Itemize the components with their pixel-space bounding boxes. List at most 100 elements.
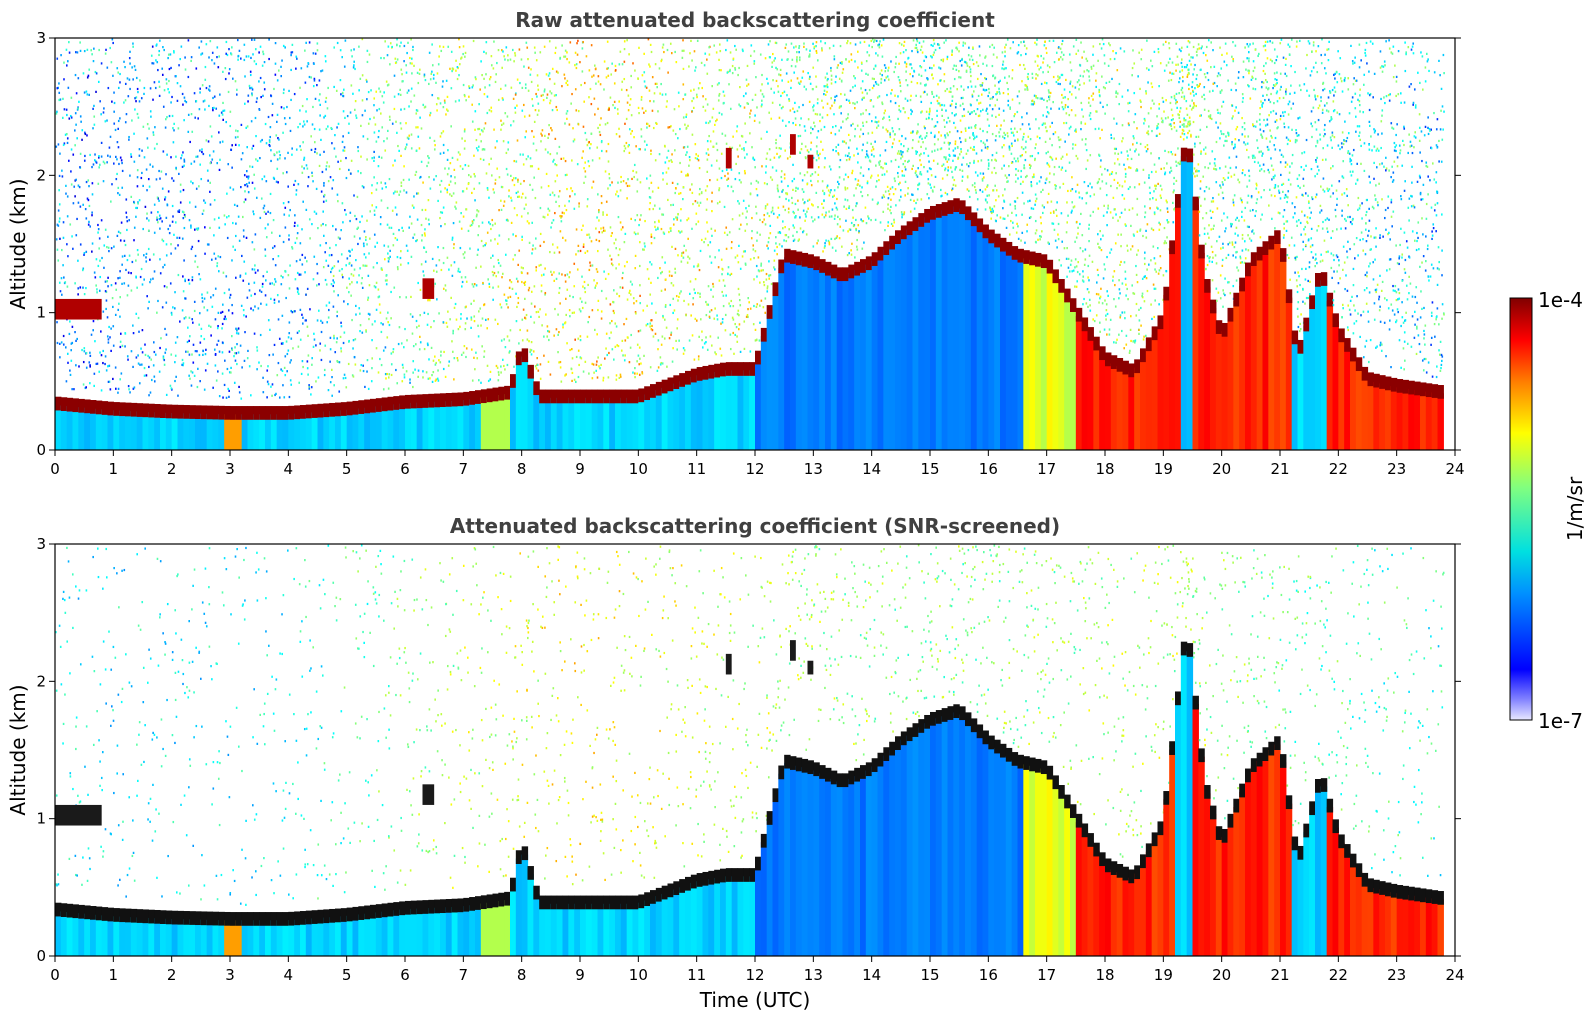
signal-speckle (56, 321, 58, 323)
signal-speckle (717, 149, 719, 151)
signal-speckle (605, 170, 607, 172)
signal-speckle (609, 255, 611, 257)
signal-speckle (325, 168, 327, 170)
signal-speckle (224, 292, 226, 294)
signal-speckle (683, 83, 685, 85)
signal-speckle (281, 59, 283, 61)
signal-speckle (347, 115, 349, 117)
signal-speckle (463, 216, 465, 218)
boundary-layer-cell (475, 398, 481, 450)
signal-speckle (484, 93, 486, 95)
signal-speckle (306, 209, 308, 211)
signal-speckle (184, 215, 186, 217)
signal-speckle (446, 189, 448, 191)
signal-speckle (685, 154, 687, 156)
signal-speckle (134, 386, 136, 388)
signal-speckle (772, 102, 774, 104)
signal-speckle (761, 138, 763, 140)
signal-speckle (496, 62, 498, 64)
signal-speckle (411, 133, 413, 135)
signal-speckle (550, 373, 552, 375)
signal-speckle (110, 200, 112, 202)
signal-speckle (659, 208, 661, 210)
signal-speckle (345, 264, 347, 266)
signal-speckle (655, 63, 657, 65)
signal-speckle (158, 170, 160, 172)
signal-speckle (773, 92, 775, 94)
signal-speckle (631, 114, 633, 116)
layer-top-band (726, 362, 732, 376)
signal-speckle (595, 227, 597, 229)
signal-speckle (353, 194, 355, 196)
signal-speckle (582, 47, 584, 49)
signal-speckle (686, 219, 688, 221)
signal-speckle (633, 136, 635, 138)
signal-speckle (257, 349, 259, 351)
signal-speckle (419, 314, 421, 316)
signal-speckle (368, 91, 370, 93)
signal-speckle (295, 242, 297, 244)
signal-speckle (343, 342, 345, 344)
signal-speckle (737, 310, 739, 312)
signal-speckle (689, 159, 691, 161)
signal-speckle (866, 121, 868, 123)
signal-speckle (141, 150, 143, 152)
signal-speckle (282, 315, 284, 317)
signal-speckle (284, 207, 286, 209)
signal-speckle (340, 350, 342, 352)
signal-speckle (724, 95, 726, 97)
signal-speckle (853, 194, 855, 196)
signal-speckle (596, 268, 598, 270)
layer-top-band (148, 404, 154, 418)
signal-speckle (315, 344, 317, 346)
signal-speckle (99, 237, 101, 239)
signal-speckle (108, 341, 110, 343)
signal-speckle (636, 300, 638, 302)
signal-speckle (506, 46, 508, 48)
signal-speckle (284, 157, 286, 159)
signal-speckle (507, 364, 509, 366)
signal-speckle (366, 265, 368, 267)
signal-speckle (600, 364, 602, 366)
layer-top-band (819, 259, 825, 273)
signal-speckle (56, 111, 58, 113)
signal-speckle (350, 173, 352, 175)
signal-speckle (182, 151, 184, 153)
signal-speckle (361, 282, 363, 284)
signal-speckle (477, 149, 479, 151)
signal-speckle (387, 207, 389, 209)
signal-speckle (383, 388, 385, 390)
signal-speckle (351, 84, 353, 86)
signal-speckle (133, 201, 135, 203)
signal-speckle (836, 235, 838, 237)
signal-speckle (762, 93, 764, 95)
signal-speckle (299, 259, 301, 261)
layer-top-band (259, 406, 265, 420)
signal-speckle (675, 272, 677, 274)
signal-speckle (727, 234, 729, 236)
signal-speckle (58, 209, 60, 211)
signal-speckle (731, 186, 733, 188)
signal-speckle (210, 203, 212, 205)
signal-speckle (598, 211, 600, 213)
signal-speckle (517, 196, 519, 198)
signal-speckle (485, 73, 487, 75)
signal-speckle (641, 135, 643, 137)
signal-speckle (262, 286, 264, 288)
signal-speckle (725, 294, 727, 296)
signal-speckle (444, 102, 446, 104)
signal-speckle (358, 46, 360, 48)
signal-speckle (108, 247, 110, 249)
signal-speckle (606, 68, 608, 70)
signal-speckle (420, 341, 422, 343)
signal-speckle (452, 330, 454, 332)
signal-speckle (676, 217, 678, 219)
signal-speckle (810, 175, 812, 177)
signal-speckle (593, 363, 595, 365)
signal-speckle (93, 105, 95, 107)
signal-speckle (164, 89, 166, 91)
signal-speckle (553, 280, 555, 282)
signal-speckle (487, 278, 489, 280)
signal-speckle (86, 90, 88, 92)
signal-speckle (817, 113, 819, 115)
